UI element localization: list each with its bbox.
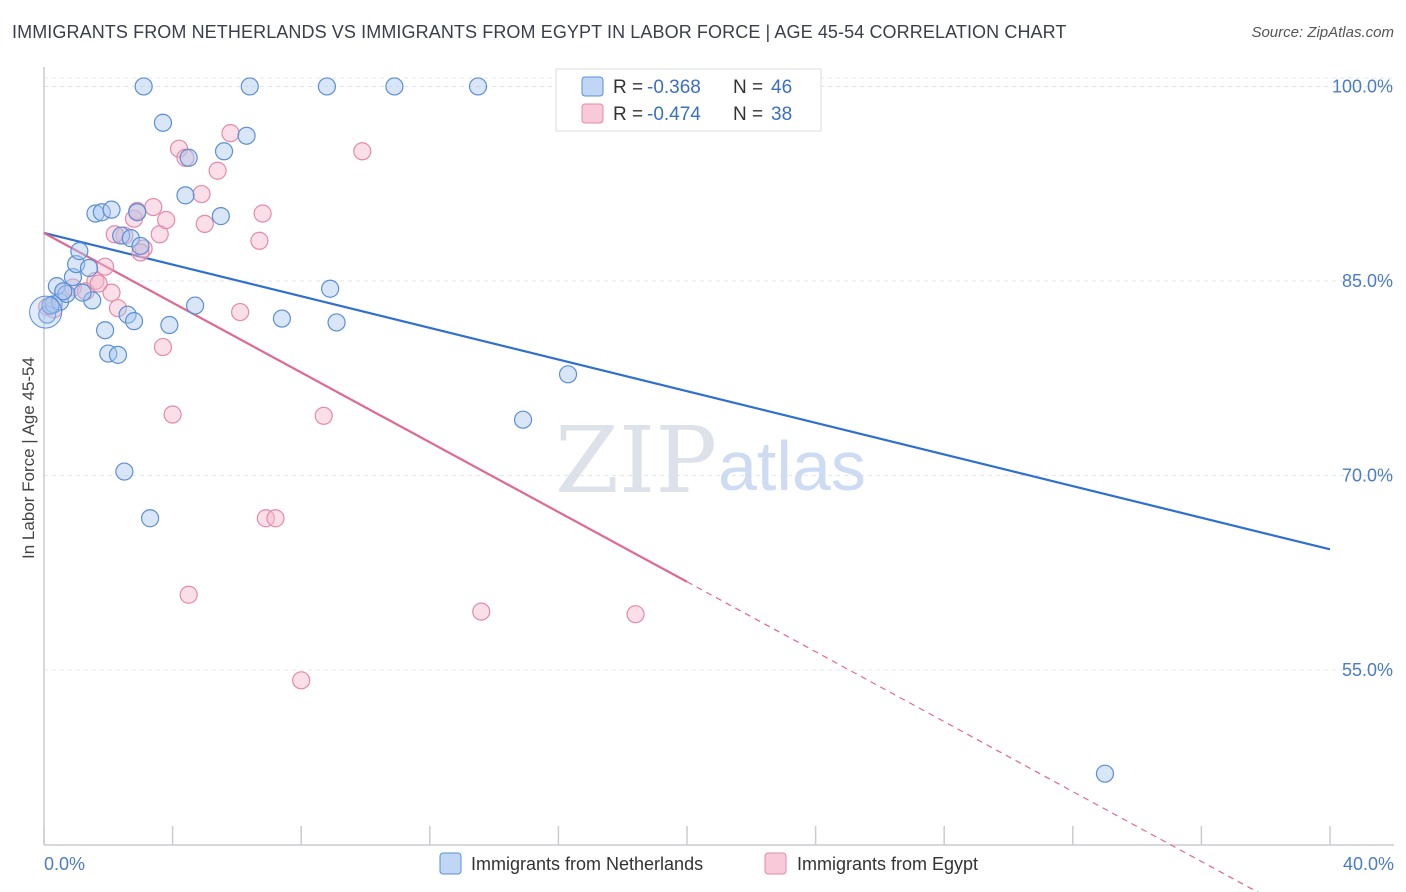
watermark-zip: ZIP: [555, 407, 717, 514]
legend-netherlands-swatch: [439, 852, 462, 875]
egypt-point: [95, 257, 115, 276]
egypt-n-label: N =: [733, 104, 763, 125]
netherlands-point: [99, 344, 118, 363]
trend-line-netherlands: [43, 231, 1331, 551]
netherlands-point: [317, 77, 337, 96]
egypt-point: [163, 405, 182, 424]
egypt-point: [353, 142, 372, 161]
y-tick-label-70: 70.0%: [1342, 465, 1393, 485]
chart-title: IMMIGRANTS FROM NETHERLANDS VS IMMIGRANT…: [12, 22, 1067, 42]
gridlines: [44, 77, 1394, 671]
egypt-point: [144, 197, 163, 217]
egypt-r-label: R =: [613, 104, 643, 125]
netherlands-point: [134, 77, 153, 96]
egypt-n-value: 38: [771, 104, 792, 125]
netherlands-point: [272, 309, 292, 328]
egypt-point: [131, 243, 150, 262]
trend-line-egypt-extension: [686, 581, 1259, 892]
egypt-point: [266, 509, 285, 528]
netherlands-point-cluster: [29, 295, 63, 329]
legend-egypt-swatch: [764, 852, 787, 875]
egypt-point: [231, 302, 250, 322]
egypt-point: [314, 406, 333, 425]
stats-legend: R = -0.368 N = 46 R = -0.474 N = 38: [555, 68, 822, 132]
y-tick-label-100: 100.0%: [1332, 76, 1393, 96]
egypt-swatch: [581, 103, 604, 124]
netherlands-point: [131, 236, 150, 256]
netherlands-r-value: -0.368: [647, 77, 701, 98]
netherlands-point: [179, 148, 198, 167]
netherlands-point: [186, 296, 205, 315]
netherlands-point: [70, 242, 89, 261]
egypt-point: [250, 231, 269, 250]
egypt-point: [153, 337, 173, 357]
netherlands-swatch: [581, 76, 604, 97]
netherlands-point: [118, 305, 137, 324]
egypt-point: [221, 124, 240, 143]
trend-lines: [43, 231, 1331, 892]
netherlands-point: [140, 509, 160, 528]
netherlands-point: [153, 113, 173, 132]
scatter-points: [29, 77, 1115, 783]
egypt-point: [626, 605, 645, 624]
x-tick-label-max: 40.0%: [1343, 854, 1394, 874]
y-tick-label-55: 55.0%: [1342, 660, 1393, 680]
netherlands-point: [115, 462, 134, 481]
egypt-point: [169, 139, 189, 158]
netherlands-point: [1095, 764, 1115, 783]
netherlands-point: [73, 283, 92, 302]
egypt-point: [472, 602, 491, 621]
x-axis-ticks: [43, 826, 1331, 845]
egypt-point: [195, 214, 214, 233]
series-legend: Immigrants from Netherlands Immigrants f…: [439, 852, 978, 875]
egypt-r-value: -0.474: [647, 104, 701, 125]
egypt-point: [102, 283, 121, 302]
netherlands-n-value: 46: [771, 77, 792, 98]
x-tick-label-min: 0.0%: [44, 854, 85, 874]
netherlands-point: [176, 186, 195, 205]
netherlands-point: [128, 203, 147, 222]
netherlands-point: [102, 200, 121, 219]
netherlands-point: [321, 279, 340, 298]
egypt-point: [89, 274, 108, 293]
netherlands-point: [468, 77, 488, 96]
netherlands-point: [57, 284, 76, 304]
netherlands-point: [124, 312, 144, 331]
netherlands-point: [95, 321, 115, 340]
netherlands-point: [211, 207, 230, 226]
trend-line-egypt: [43, 232, 688, 583]
netherlands-point: [79, 258, 99, 278]
netherlands-point: [214, 142, 234, 161]
source-label: Source: ZipAtlas.com: [1251, 24, 1394, 41]
egypt-point: [208, 161, 227, 180]
netherlands-n-label: N =: [733, 77, 763, 98]
watermark-atlas: atlas: [718, 427, 866, 505]
egypt-point: [179, 585, 198, 604]
egypt-point: [292, 671, 311, 690]
egypt-point: [253, 204, 272, 223]
netherlands-point: [385, 77, 404, 96]
egypt-point: [256, 509, 275, 528]
netherlands-point: [237, 126, 256, 145]
y-tick-label-85: 85.0%: [1342, 271, 1393, 291]
netherlands-point: [121, 229, 140, 248]
netherlands-point: [160, 315, 179, 335]
egypt-point: [157, 210, 176, 230]
netherlands-point: [83, 291, 102, 310]
y-axis-tick-labels: 55.0% 70.0% 85.0% 100.0%: [1332, 76, 1393, 680]
egypt-point: [108, 299, 128, 318]
netherlands-point: [54, 282, 73, 301]
netherlands-point: [513, 410, 533, 429]
netherlands-point: [240, 77, 259, 96]
netherlands-r-label: R =: [613, 77, 643, 98]
egypt-point: [192, 184, 211, 204]
legend-egypt-label: Immigrants from Egypt: [797, 854, 978, 874]
netherlands-point: [327, 313, 346, 332]
netherlands-point: [558, 365, 578, 384]
y-axis-label: In Labor Force | Age 45-54: [19, 357, 38, 559]
netherlands-point: [108, 345, 128, 364]
legend-netherlands-label: Immigrants from Netherlands: [471, 854, 703, 874]
